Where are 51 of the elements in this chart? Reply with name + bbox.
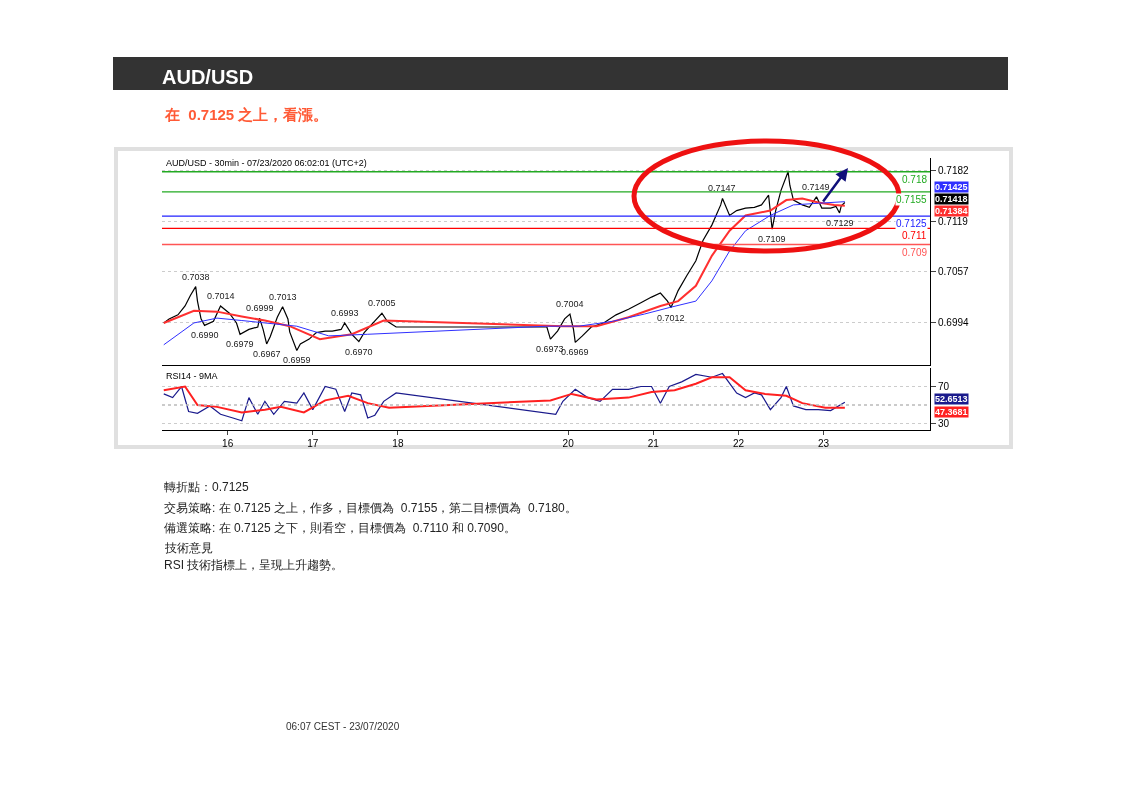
chart-title: AUD/USD [162, 66, 254, 88]
text: 交易策略: 在 0.7125 之上，作多，目標價為 0.7155，第二目標價為 0.7180。 [164, 501, 577, 515]
annotation: 0.7013 [269, 292, 297, 302]
annotation: 0.6999 [246, 303, 274, 313]
annotation: 0.7147 [708, 183, 736, 193]
text: 0.71384 [935, 206, 968, 216]
annotation: 0.6970 [345, 347, 373, 357]
annotation: 0.7014 [207, 291, 235, 301]
annotation: 0.7005 [368, 298, 396, 308]
text: RSI 技術指標上，呈現上升趨勢。 [164, 558, 344, 572]
annotation: 0.6979 [226, 339, 254, 349]
ref-line-label: 0.7155 [896, 194, 928, 205]
text: 06:07 CEST - 23/07/2020 [286, 721, 400, 732]
annotation: 0.7149 [802, 182, 830, 192]
y-tick-label: 30 [938, 418, 950, 430]
text: 52.6513 [935, 394, 968, 404]
annotation: 0.7004 [556, 299, 584, 309]
text: 技術意見 [164, 541, 213, 555]
y-tick-label: 0.7119 [938, 215, 969, 227]
x-tick-label: 22 [732, 438, 745, 449]
chart-title: RSI14 - 9MA [166, 371, 218, 381]
x-tick-label: 23 [818, 438, 830, 449]
ref-line-label: 0.711 [902, 230, 927, 241]
text: 備選策略: 在 0.7125 之下，則看空，目標價為 0.7110 和 0.7090。 [164, 521, 516, 535]
annotation: 0.6967 [253, 349, 281, 359]
text: 0.71425 [935, 182, 968, 192]
line-series [163, 372, 846, 422]
annotation: 0.7109 [758, 234, 786, 244]
text: 0.71418 [935, 194, 968, 204]
x-tick-label: 21 [647, 438, 660, 449]
annotation: 0.7129 [826, 218, 854, 228]
y-tick-label: 0.7057 [938, 265, 970, 277]
annotation: 0.7038 [182, 272, 210, 282]
annotation: 0.6990 [191, 330, 219, 340]
text: 47.3681 [935, 407, 968, 417]
y-tick-label: 0.7182 [938, 164, 970, 176]
annotation: 0.6993 [331, 308, 359, 318]
x-tick-label: 18 [392, 438, 404, 449]
x-tick-label: 17 [307, 438, 319, 449]
x-tick-label: 20 [562, 438, 575, 449]
annotation: 0.7012 [657, 313, 685, 323]
annotation: 0.6959 [283, 355, 311, 365]
annotation: AUD/USD - 30min - 07/23/2020 06:02:01 (UTC+2) [166, 158, 367, 168]
y-tick-label: 70 [938, 381, 950, 393]
x-tick-label: 16 [222, 438, 234, 449]
text: 轉折點：0.7125 [164, 480, 250, 494]
chart-subtitle: 在 0.7125 之上，看漲。 [164, 106, 329, 123]
ref-line-label: 0.709 [902, 247, 928, 258]
ref-line-label: 0.718 [902, 174, 928, 185]
ref-line-label: 0.7125 [896, 218, 928, 229]
y-tick-label: 0.6994 [938, 316, 970, 328]
